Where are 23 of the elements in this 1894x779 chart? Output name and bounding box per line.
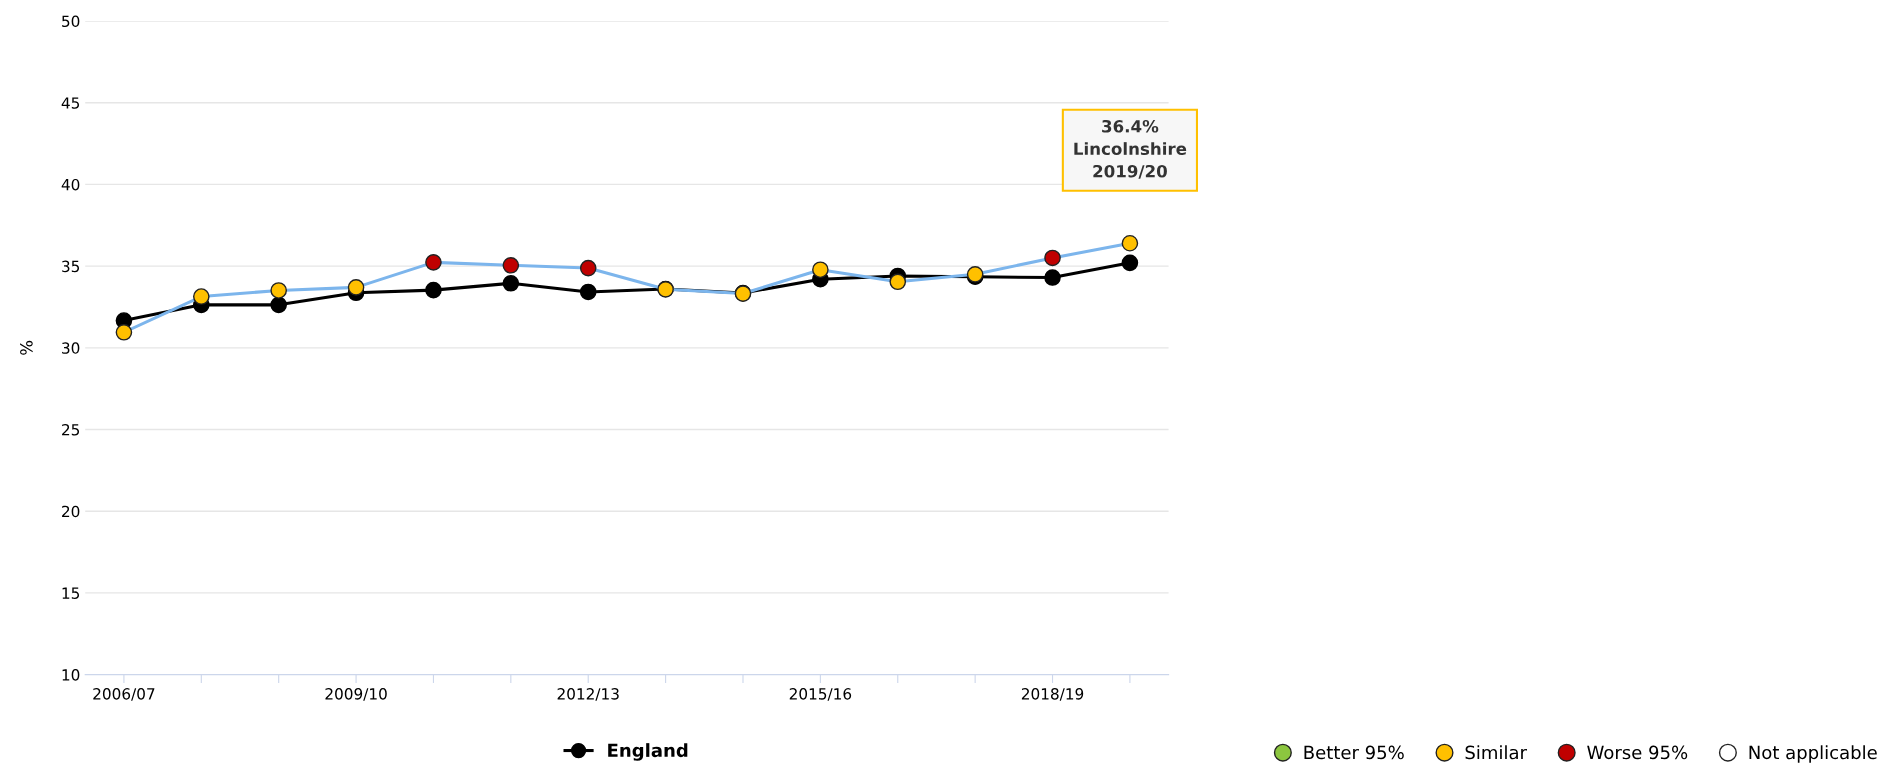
y-tick-label: 45 [61, 97, 80, 109]
y-tick-label: 25 [62, 423, 80, 436]
annotation: 2019/20 [1093, 164, 1167, 179]
legend-label: Similar [1465, 745, 1527, 760]
y-tick-label: 50 [62, 15, 80, 28]
y-tick-label: 10 [62, 669, 80, 681]
legend-label: England [608, 743, 688, 761]
y-tick-label: 15 [62, 587, 80, 599]
legend-label: Worse 95% [1587, 745, 1688, 760]
legend-label: Not applicable [1749, 745, 1877, 763]
y-axis-title: % [20, 340, 33, 355]
x-tick-label: 2009/10 [325, 688, 387, 701]
legend-label: Better 95% [1304, 745, 1404, 760]
y-tick-label: 40 [61, 178, 80, 191]
y-tick-label: 35 [62, 260, 80, 273]
x-tick-label: 2015/16 [789, 688, 852, 701]
y-tick-label: 20 [62, 505, 80, 518]
x-tick-label: 2006/07 [93, 688, 155, 701]
y-tick-label: 30 [62, 342, 80, 354]
x-tick-label: 2018/19 [1021, 688, 1084, 701]
x-tick-label: 2012/13 [557, 688, 619, 701]
annotation: 36.4% [1102, 119, 1159, 133]
annotation: Lincolnshire [1074, 142, 1187, 156]
